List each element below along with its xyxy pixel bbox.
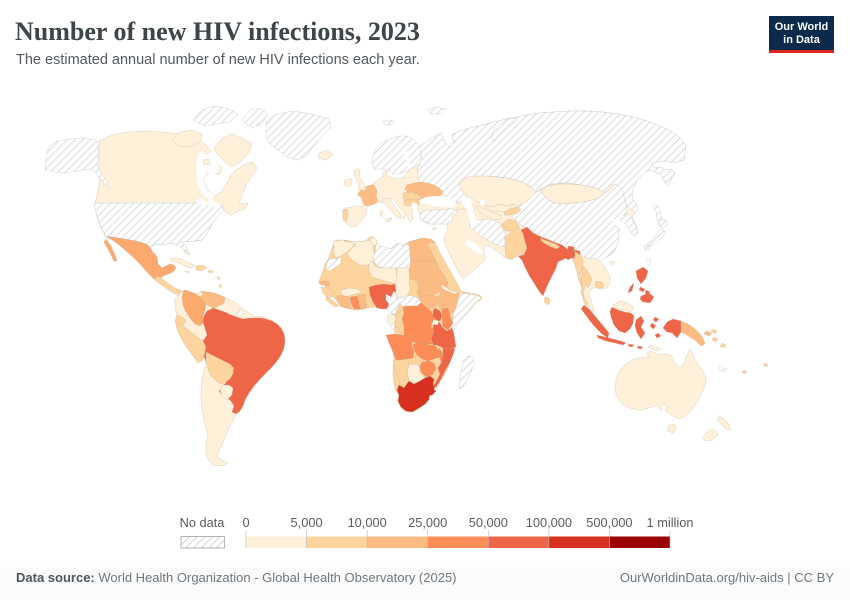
svg-text:10,000: 10,000 <box>348 515 387 530</box>
svg-text:1 million: 1 million <box>647 515 694 530</box>
svg-text:25,000: 25,000 <box>408 515 447 530</box>
svg-text:50,000: 50,000 <box>469 515 508 530</box>
svg-text:No data: No data <box>180 515 226 530</box>
svg-text:100,000: 100,000 <box>526 515 572 530</box>
svg-text:0: 0 <box>242 515 249 530</box>
svg-text:5,000: 5,000 <box>291 515 323 530</box>
svg-text:500,000: 500,000 <box>586 515 632 530</box>
